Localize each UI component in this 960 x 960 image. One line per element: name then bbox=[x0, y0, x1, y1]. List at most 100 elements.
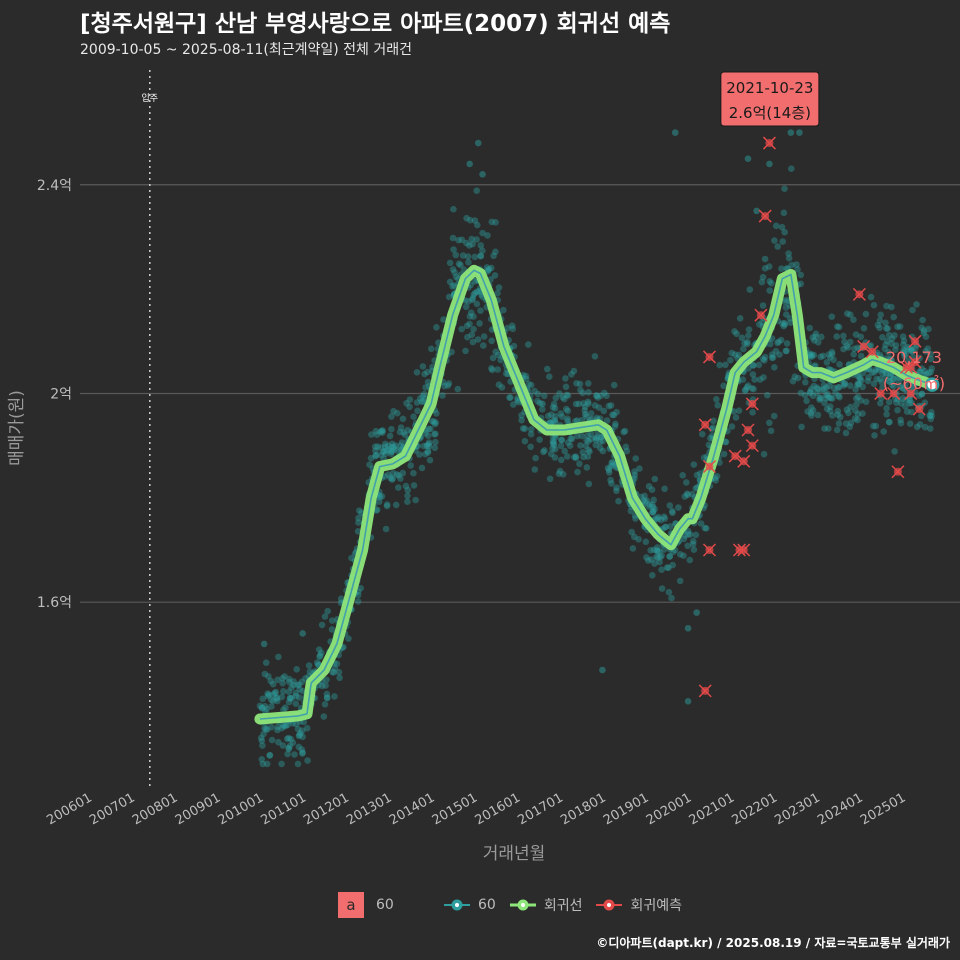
scatter-point bbox=[548, 411, 555, 418]
scatter-point bbox=[610, 461, 617, 469]
forecast-point bbox=[745, 439, 759, 453]
scatter-point bbox=[464, 253, 472, 260]
scatter-point bbox=[316, 652, 324, 659]
scatter-point bbox=[835, 323, 843, 331]
scatter-point bbox=[395, 484, 402, 491]
scatter-point bbox=[320, 713, 328, 720]
scatter-point bbox=[794, 374, 802, 382]
scatter-point bbox=[403, 400, 410, 407]
regression-line bbox=[254, 264, 940, 725]
scatter-point bbox=[857, 333, 865, 341]
scatter-point bbox=[862, 310, 870, 318]
scatter-point bbox=[471, 290, 479, 297]
scatter-point bbox=[642, 538, 650, 546]
x-tick-label: 202101 bbox=[687, 790, 737, 828]
scatter-point bbox=[406, 403, 413, 411]
scatter-point bbox=[256, 702, 264, 710]
scatter-point bbox=[258, 704, 266, 712]
scatter-point bbox=[258, 704, 266, 711]
scatter-point bbox=[459, 252, 467, 259]
scatter-point bbox=[479, 171, 486, 178]
scatter-point bbox=[323, 690, 331, 698]
scatter-point bbox=[771, 237, 778, 244]
scatter-point bbox=[522, 375, 530, 383]
x-tick-label: 201301 bbox=[344, 790, 394, 828]
scatter-point bbox=[581, 403, 589, 411]
scatter-point bbox=[653, 547, 661, 554]
scatter-point bbox=[835, 383, 843, 391]
scatter-point bbox=[323, 676, 330, 684]
scatter-point bbox=[774, 339, 781, 347]
scatter-point bbox=[463, 214, 470, 222]
scatter-point bbox=[477, 252, 484, 260]
scatter-point bbox=[294, 725, 302, 733]
scatter-point bbox=[425, 425, 433, 433]
scatter-point bbox=[631, 468, 638, 475]
scatter-point bbox=[654, 515, 662, 523]
scatter-point bbox=[413, 399, 421, 406]
scatter-point bbox=[389, 475, 396, 482]
x-tick-label: 200901 bbox=[173, 790, 223, 828]
scatter-point bbox=[613, 408, 620, 416]
scatter-point bbox=[495, 284, 503, 291]
scatter-point bbox=[840, 332, 847, 340]
scatter-point bbox=[299, 750, 306, 757]
scatter-point bbox=[736, 315, 744, 322]
scatter-point bbox=[906, 420, 914, 428]
scatter-point bbox=[488, 264, 495, 272]
scatter-point bbox=[854, 393, 862, 401]
scatter-point bbox=[394, 409, 401, 417]
legend-item-forecast: 회귀예측 bbox=[596, 895, 682, 915]
y-tick-label: 2억 bbox=[50, 386, 72, 402]
x-tick-label: 202001 bbox=[644, 790, 694, 828]
scatter-point bbox=[440, 316, 447, 323]
scatter-point bbox=[700, 454, 708, 462]
scatter-point bbox=[474, 221, 481, 229]
scatter-point bbox=[274, 723, 282, 731]
scatter-point bbox=[388, 448, 395, 456]
x-tick-label: 202401 bbox=[815, 790, 865, 828]
x-tick-label: 200801 bbox=[130, 790, 180, 828]
scatter-point bbox=[451, 269, 458, 276]
scatter-point bbox=[741, 387, 749, 395]
scatter-point bbox=[396, 428, 404, 436]
scatter-point bbox=[893, 399, 900, 407]
scatter-point bbox=[855, 380, 863, 388]
forecast-point bbox=[728, 449, 742, 463]
scatter-point bbox=[875, 366, 883, 374]
forecast-point bbox=[891, 465, 905, 479]
scatter-point bbox=[492, 348, 500, 356]
scatter-point bbox=[649, 572, 656, 579]
forecast-point bbox=[899, 360, 914, 374]
scatter-point bbox=[488, 337, 496, 345]
x-tick-label: 200701 bbox=[87, 790, 137, 828]
forecast-points bbox=[698, 136, 926, 698]
scatter-point bbox=[449, 283, 456, 290]
scatter-point bbox=[622, 443, 630, 451]
scatter-point bbox=[586, 448, 593, 456]
scatter-point bbox=[753, 207, 760, 215]
forecast-cross bbox=[754, 308, 768, 322]
scatter-point bbox=[585, 400, 592, 408]
scatter-point bbox=[474, 139, 482, 147]
scatter-point bbox=[733, 330, 740, 338]
scatter-point bbox=[593, 392, 600, 399]
scatter-point bbox=[922, 348, 929, 355]
scatter-point bbox=[846, 382, 854, 390]
scatter-point bbox=[824, 390, 831, 398]
scatter-point bbox=[806, 350, 813, 357]
scatter-point bbox=[388, 476, 396, 483]
scatter-point bbox=[645, 483, 653, 490]
scatter-point bbox=[549, 433, 557, 441]
forecast-point bbox=[698, 684, 712, 698]
scatter-point bbox=[585, 446, 592, 454]
scatter-point bbox=[690, 461, 698, 468]
scatter-point bbox=[882, 319, 889, 327]
scatter-point bbox=[422, 384, 429, 391]
scatter-point bbox=[388, 443, 396, 451]
scatter-point bbox=[703, 525, 710, 532]
scatter-point bbox=[648, 556, 655, 563]
scatter-point bbox=[735, 407, 743, 415]
forecast-cross bbox=[728, 449, 742, 463]
